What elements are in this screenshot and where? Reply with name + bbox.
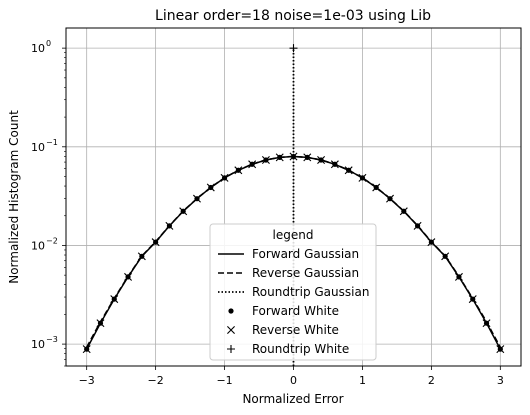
data-point	[137, 252, 146, 261]
x-axis-label: Normalized Error	[242, 392, 343, 406]
y-tick-exponent: −1	[46, 138, 58, 147]
data-point	[96, 319, 105, 328]
legend-entry: Roundtrip White	[252, 342, 349, 356]
data-point	[496, 345, 505, 354]
x-tick-label: 2	[428, 374, 435, 387]
data-point	[234, 166, 243, 175]
data-point	[330, 160, 339, 169]
data-point	[289, 152, 298, 161]
data-point	[386, 194, 395, 203]
data-point	[179, 207, 188, 216]
data-point	[344, 166, 353, 175]
y-tick-label: 10	[31, 338, 45, 351]
legend-title: legend	[273, 228, 314, 242]
x-tick-label: 0	[290, 374, 297, 387]
x-tick-label: −2	[148, 374, 164, 387]
legend: legend Forward Gaussian Reverse Gaussian Ro…	[209, 223, 377, 361]
data-point	[413, 221, 422, 230]
data-point	[220, 173, 229, 182]
legend-entry: Reverse White	[252, 323, 339, 337]
x-tick-label: −3	[79, 374, 95, 387]
legend-box	[209, 223, 377, 361]
legend-entry: Forward Gaussian	[252, 247, 359, 261]
legend-entry: Reverse Gaussian	[252, 266, 359, 280]
data-point	[206, 183, 215, 192]
y-tick-exponent: −2	[46, 236, 58, 245]
data-point	[441, 252, 450, 261]
y-tick-label: 10	[31, 239, 45, 252]
legend-swatch	[228, 308, 234, 314]
legend-swatch	[227, 345, 235, 353]
series-reverse-white	[82, 152, 505, 354]
x-tick-label: −1	[216, 374, 232, 387]
legend-entry: Forward White	[252, 304, 339, 318]
series-roundtrip-white	[289, 44, 298, 53]
data-point	[289, 44, 298, 53]
y-tick-label: 10	[31, 42, 45, 55]
data-point	[124, 272, 133, 281]
data-point	[468, 295, 477, 304]
chart-title: Linear order=18 noise=1e-03 using Lib	[155, 8, 431, 24]
data-point	[248, 160, 257, 169]
data-point	[482, 319, 491, 328]
data-point	[275, 153, 284, 162]
x-tick-label: 3	[497, 374, 504, 387]
data-point	[82, 345, 91, 354]
x-tick-label: 1	[359, 374, 366, 387]
data-point	[399, 207, 408, 216]
data-point	[317, 155, 326, 164]
data-point	[192, 194, 201, 203]
data-point	[454, 272, 463, 281]
legend-swatch	[227, 326, 235, 334]
y-tick-label: 10	[31, 141, 45, 154]
data-point	[427, 238, 436, 247]
data-point	[110, 295, 119, 304]
legend-entry: Roundtrip Gaussian	[252, 285, 369, 299]
y-tick-exponent: 0	[46, 39, 51, 48]
y-tick-exponent: −3	[46, 335, 58, 344]
data-point	[303, 153, 312, 162]
x-axis: −3 −2 −1 0 1 2 3	[79, 366, 504, 387]
y-axis-label: Normalized Histogram Count	[7, 110, 21, 284]
data-point	[358, 173, 367, 182]
data-point	[151, 238, 160, 247]
data-point	[261, 155, 270, 164]
data-point	[165, 221, 174, 230]
data-point	[372, 183, 381, 192]
